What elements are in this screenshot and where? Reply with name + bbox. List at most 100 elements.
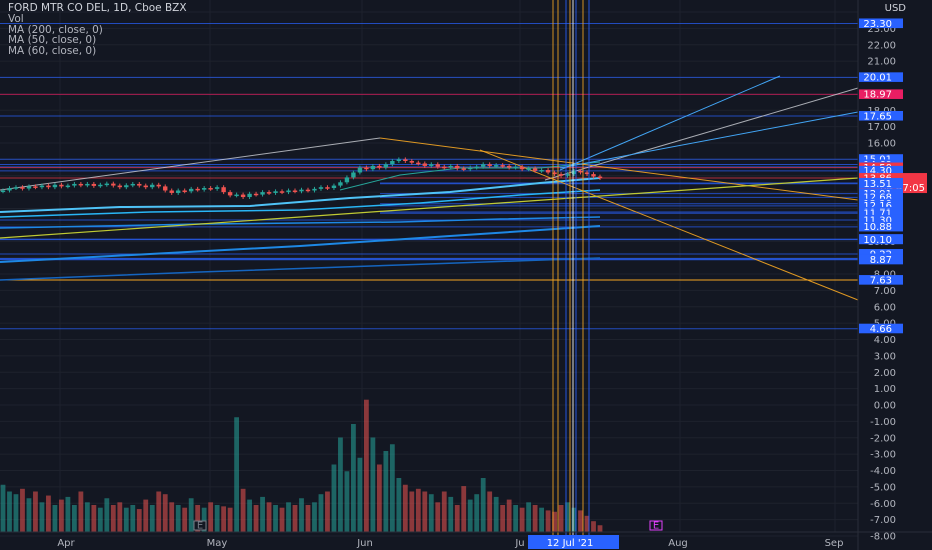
candle-7 xyxy=(46,185,51,188)
legend-ma200[interactable]: MA (200, close, 0) xyxy=(8,23,103,36)
volume-bar-27 xyxy=(175,505,181,532)
trend-white-right xyxy=(544,87,859,181)
volume-bar-48 xyxy=(312,502,317,532)
candle-65 xyxy=(422,163,427,166)
candle-46 xyxy=(299,189,304,192)
vertical-date-lines xyxy=(552,0,590,540)
candle-71 xyxy=(461,168,466,170)
grid-lines xyxy=(0,0,858,537)
price-label-bg-26 xyxy=(859,275,903,285)
price-label-bg-18 xyxy=(859,214,903,225)
volume-bar-28 xyxy=(182,507,188,532)
candle-59 xyxy=(383,164,389,168)
legend-ma60[interactable]: MA (60, close, 0) xyxy=(8,45,97,58)
volume-bar-42 xyxy=(273,505,278,532)
volume-bar-37 xyxy=(240,488,246,532)
price-label-17: 11.71 xyxy=(863,209,892,220)
candle-0 xyxy=(0,190,6,192)
price-label-bg-15 xyxy=(859,200,903,211)
symbol-title[interactable]: FORD MTR CO DEL, 1D, Cboe BZX xyxy=(8,2,187,14)
candle-61 xyxy=(396,159,402,162)
volume-bar-11 xyxy=(71,505,77,532)
volume-bar-92 xyxy=(597,525,603,532)
candle-79 xyxy=(513,166,518,169)
x-label-3: Ju xyxy=(514,538,524,549)
price-label-bg-11 xyxy=(859,178,903,189)
ma-line-5 xyxy=(0,257,601,281)
candle-11 xyxy=(72,183,77,186)
volume-bar-87 xyxy=(565,502,570,532)
candle-80 xyxy=(519,166,525,170)
volume-bar-91 xyxy=(591,521,596,532)
volume-bar-82 xyxy=(532,505,538,532)
volume-bar-1 xyxy=(7,491,12,532)
x-highlight-bg xyxy=(528,535,619,549)
volume-bar-47 xyxy=(305,505,311,532)
candle-67 xyxy=(435,164,440,167)
volume-bar-60 xyxy=(389,444,395,532)
candle-40 xyxy=(260,192,265,195)
volume-bar-33 xyxy=(214,505,220,532)
price-label-15: 12.16 xyxy=(863,201,892,212)
candle-69 xyxy=(448,165,453,168)
volume-bar-56 xyxy=(363,399,369,532)
volume-bar-41 xyxy=(266,502,272,532)
volume-bar-61 xyxy=(396,478,402,532)
legend-vol[interactable]: Vol xyxy=(8,12,24,25)
volume-bar-12 xyxy=(78,491,84,532)
time-axis[interactable]: Apr May Jun Ju Aug Sep 12 Jul '21 xyxy=(0,531,932,549)
y-tick-30: -6.00 xyxy=(870,499,896,510)
volume-bar-49 xyxy=(318,494,324,532)
candle-6 xyxy=(39,185,45,188)
candle-48 xyxy=(312,188,317,191)
price-axis[interactable]: USD23.0022.0021.0020.0019.0018.0017.0016… xyxy=(857,0,932,550)
candle-1 xyxy=(7,188,12,191)
candle-34 xyxy=(221,187,226,193)
volume-bar-69 xyxy=(448,496,454,532)
volume-bar-79 xyxy=(513,505,519,532)
candle-36 xyxy=(234,194,239,197)
volume-bar-24 xyxy=(156,491,162,532)
ma-line-4 xyxy=(0,225,601,263)
candle-62 xyxy=(403,159,408,162)
candle-5 xyxy=(33,186,38,188)
y-tick-3: 21.00 xyxy=(867,57,896,68)
price-label-3: 17.65 xyxy=(863,111,892,122)
y-tick-21: 3.00 xyxy=(874,351,896,362)
candle-29 xyxy=(188,188,194,192)
candle-4 xyxy=(26,186,32,189)
candle-12 xyxy=(78,183,84,186)
candle-64 xyxy=(416,162,421,165)
price-label-27: 4.66 xyxy=(870,324,892,335)
candle-42 xyxy=(273,191,278,193)
y-tick-23: 1.00 xyxy=(874,384,896,395)
candle-55 xyxy=(357,167,363,173)
volume-bar-62 xyxy=(402,484,408,532)
volume-bar-39 xyxy=(253,505,259,532)
candle-17 xyxy=(111,183,116,186)
price-label-bg-2 xyxy=(859,89,903,99)
candle-86 xyxy=(558,174,564,176)
candle-82 xyxy=(532,168,538,171)
candle-21 xyxy=(137,183,142,186)
volume-bar-32 xyxy=(208,502,214,532)
volume-bars xyxy=(0,399,603,532)
volume-bar-26 xyxy=(169,502,175,532)
price-label-bg-27 xyxy=(859,323,903,334)
candle-44 xyxy=(286,190,291,193)
candle-38 xyxy=(247,193,252,198)
candle-8 xyxy=(52,184,58,188)
candle-78 xyxy=(506,165,512,168)
volume-bar-55 xyxy=(357,457,363,532)
price-label-18: 11.30 xyxy=(863,215,892,226)
volume-bar-44 xyxy=(286,502,291,532)
price-label-bg-0 xyxy=(859,18,903,29)
y-tick-16: 8.00 xyxy=(874,270,896,281)
candle-60 xyxy=(390,161,395,165)
candle-74 xyxy=(480,164,486,167)
legend-ma50[interactable]: MA (50, close, 0) xyxy=(8,34,97,47)
volume-bar-57 xyxy=(370,437,376,532)
candle-23 xyxy=(150,184,155,188)
volume-bar-72 xyxy=(467,499,473,532)
